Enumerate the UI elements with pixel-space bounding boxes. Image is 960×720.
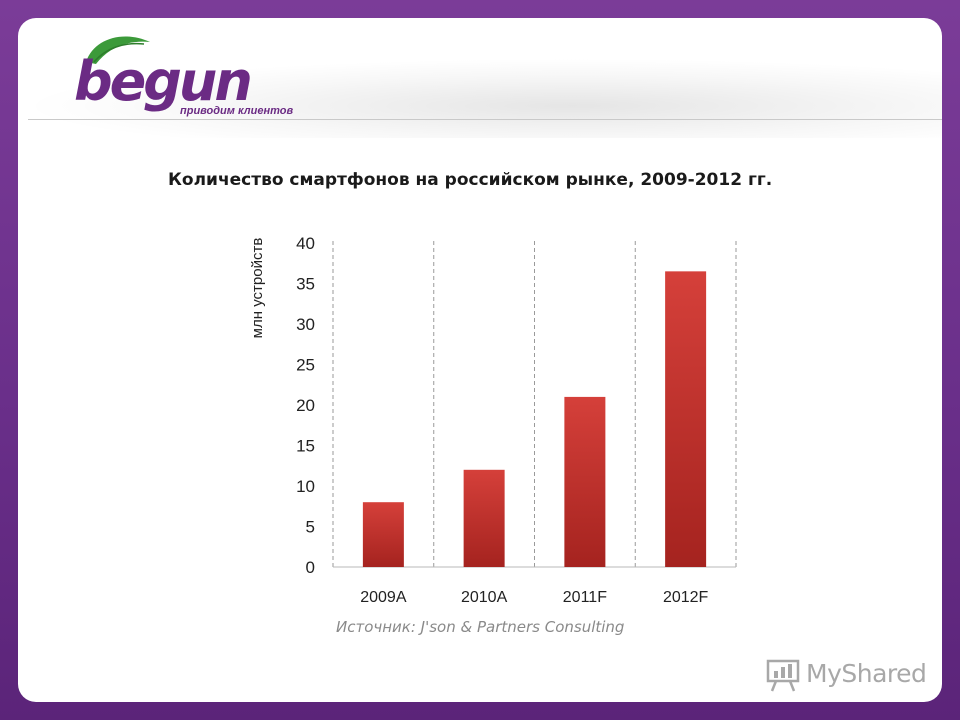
bar-2011F	[564, 396, 606, 567]
y-tick-label: 0	[306, 558, 315, 577]
y-tick-label: 25	[296, 356, 315, 375]
begun-logo: begun приводим клиентов	[70, 28, 310, 128]
y-tick-label: 40	[296, 234, 315, 253]
x-tick-label: 2010A	[461, 589, 508, 606]
y-tick-label: 15	[296, 437, 315, 456]
y-tick-label: 30	[296, 315, 315, 334]
y-tick-label: 35	[296, 275, 315, 294]
x-tick-label: 2012F	[663, 589, 709, 606]
y-axis-label: млн устройств	[249, 238, 266, 339]
myshared-watermark: MyShared	[766, 656, 936, 696]
x-tick-label: 2011F	[563, 589, 607, 606]
x-tick-label: 2009A	[360, 589, 407, 606]
bar-chart: 0 5 10 15 20 25 30 35 40 2009A 2010A 2011F 2012F млн…	[249, 234, 737, 606]
chart-source: Источник: J'son & Partners Consulting	[336, 618, 625, 636]
y-tick-label: 5	[306, 518, 315, 537]
slide: begun приводим клиентов Количество смарт…	[18, 18, 942, 702]
bar-2012F	[665, 271, 707, 567]
bar-2010A	[463, 469, 505, 567]
logo-wordmark: begun	[74, 50, 253, 113]
bar-2009A	[362, 502, 404, 567]
y-tick-label: 10	[296, 477, 315, 496]
y-tick-label: 20	[296, 396, 315, 415]
header-shade	[18, 58, 942, 138]
watermark-text: MyShared	[806, 659, 927, 688]
presentation-board-icon	[766, 659, 800, 692]
header-divider	[28, 119, 942, 120]
leaf-icon	[86, 36, 150, 64]
logo-tagline: приводим клиентов	[180, 105, 294, 117]
chart-title: Количество смартфонов на российском рынк…	[168, 170, 773, 190]
